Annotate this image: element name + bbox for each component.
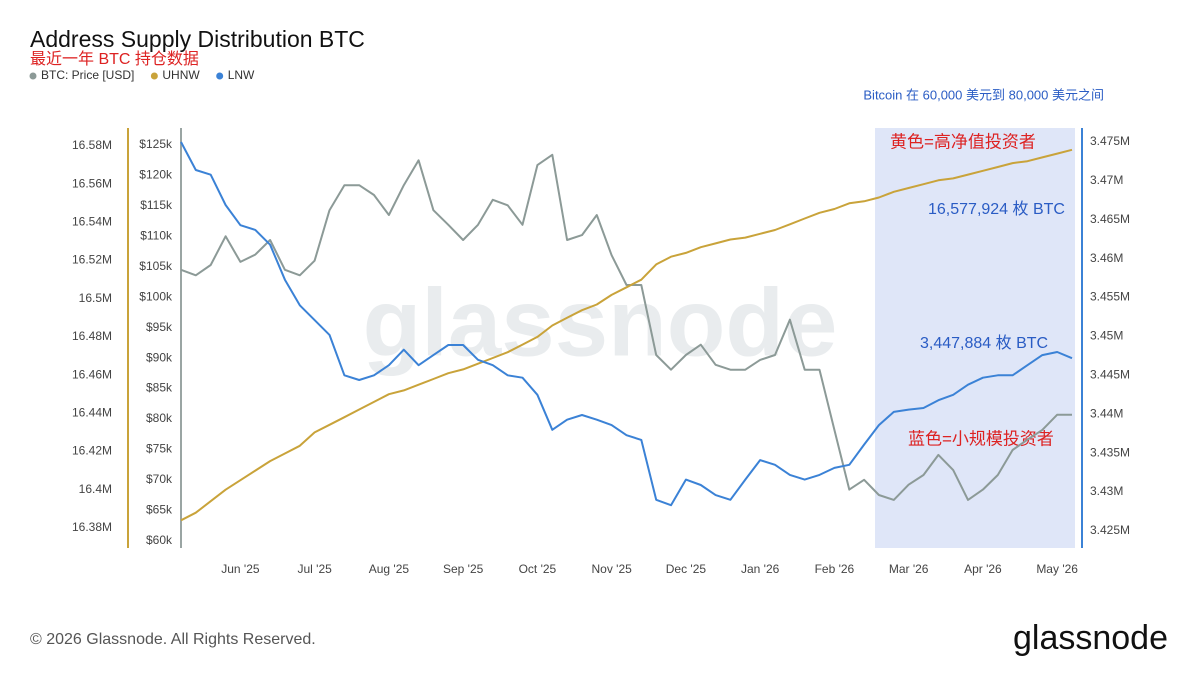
watermark: glassnode [363,269,838,376]
x-tick-label: Dec '25 [666,562,707,576]
y-tick-label: 3.445M [1090,368,1130,382]
y-tick-label: $90k [146,350,173,364]
y-tick-label: 3.475M [1090,134,1130,148]
y-tick-label: 3.455M [1090,290,1130,304]
y-tick-label: 16.4M [79,482,112,496]
chart-title: Address Supply Distribution BTC [30,26,365,52]
y-tick-label: 3.465M [1090,212,1130,226]
x-tick-label: Aug '25 [369,562,410,576]
annotation: 黄色=高净值投资者 [890,132,1036,151]
y-tick-label: 3.425M [1090,523,1130,537]
logo: glassnode [1013,619,1168,657]
y-tick-label: $110k [140,229,173,243]
y-tick-label: 3.47M [1090,173,1123,187]
y-tick-label: $85k [146,381,173,395]
annotation: 蓝色=小规模投资者 [908,429,1054,448]
y-tick-label: 16.42M [72,444,112,458]
y-tick-label: 16.56M [72,176,112,190]
x-tick-label: Jan '26 [741,562,780,576]
y-tick-label: 16.52M [72,253,112,267]
chart-subtitle: 最近一年 BTC 持仓数据 [30,50,199,68]
y-tick-label: $80k [146,411,173,425]
annotation: 16,577,924 枚 BTC [928,200,1065,218]
y-tick-label: 16.58M [72,138,112,152]
legend-marker [29,72,37,80]
y-tick-label: $100k [139,289,173,303]
x-tick-label: Sep '25 [443,562,484,576]
highlight-region [875,128,1075,548]
x-tick-label: May '26 [1036,562,1078,576]
x-tick-label: Feb '26 [815,562,855,576]
y-tick-label: $75k [146,442,173,456]
series-line [180,153,1072,501]
y-tick-label: $105k [139,259,173,273]
y-tick-label: 16.46M [72,367,112,381]
y-tick-label: $115k [140,198,173,212]
copyright: © 2026 Glassnode. All Rights Reserved. [30,631,316,648]
plot: $60k $65k $70k $75k $80k $85k $90k $95k $100k $10… [29,68,1130,576]
y-tick-label: $125k [139,137,173,151]
y-tick-label: 16.48M [72,329,112,343]
y-tick-label: 3.435M [1090,445,1130,459]
x-tick-label: Apr '26 [964,562,1002,576]
y-tick-label: 3.44M [1090,406,1123,420]
x-tick-label: Oct '25 [519,562,557,576]
y-tick-label: $95k [146,320,173,334]
y-tick-label: 16.38M [72,520,112,534]
legend-marker [150,72,158,80]
y-tick-label: 16.5M [79,291,112,305]
y-tick-label: 3.45M [1090,329,1123,343]
y-tick-label: $60k [146,533,173,547]
legend-label: UHNW [162,68,200,82]
x-tick-label: Jun '25 [221,562,260,576]
legend-marker [216,72,224,80]
x-tick-label: Nov '25 [591,562,632,576]
y-tick-label: 16.44M [72,406,112,420]
legend-label: LNW [228,68,255,82]
series-line [180,148,1073,522]
annotation: 3,447,884 枚 BTC [920,334,1048,352]
series-line [180,141,1073,507]
y-tick-label: 3.46M [1090,251,1123,265]
y-tick-label: $65k [146,502,173,516]
x-tick-label: Mar '26 [889,562,929,576]
y-tick-label: $70k [146,472,173,486]
y-tick-label: $120k [139,168,173,182]
y-tick-label: 16.54M [72,215,112,229]
x-tick-label: Jul '25 [297,562,332,576]
annotation: Bitcoin 在 60,000 美元到 80,000 美元之间 [863,87,1104,102]
y-tick-label: 3.43M [1090,484,1123,498]
legend-label: BTC: Price [USD] [41,68,134,82]
